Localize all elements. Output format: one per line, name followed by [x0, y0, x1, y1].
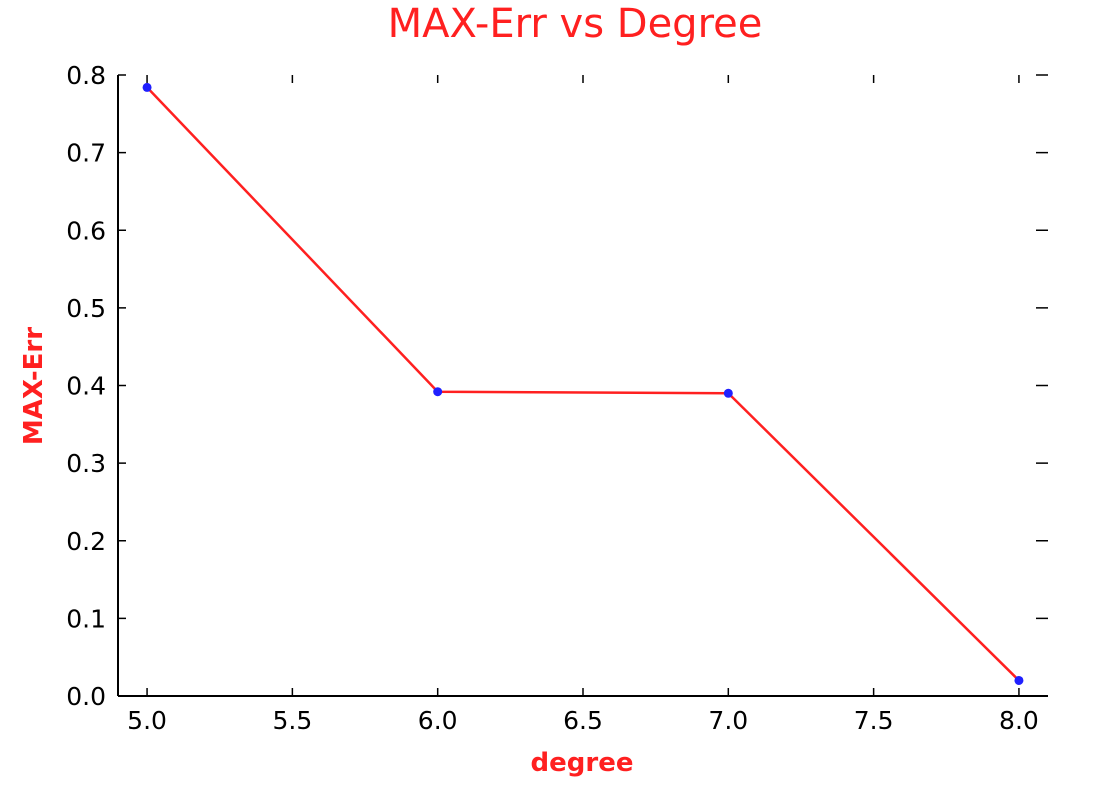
y-tick-label: 0.5	[66, 294, 106, 323]
y-tick-label: 0.8	[66, 61, 106, 90]
axes-frame	[117, 75, 1048, 697]
x-axis-ticks: 5.0 5.5 6.0 6.5 7.0 7.5 8.0	[127, 75, 1039, 735]
x-tick-label: 8.0	[999, 706, 1039, 735]
series-line	[146, 86, 1020, 682]
series-points	[142, 82, 1024, 685]
y-tick-label: 0.7	[66, 139, 106, 168]
y-axis-ticks: 0.0 0.1 0.2 0.3 0.4 0.5 0.6 0.7 0.8	[66, 61, 1048, 711]
y-tick-label: 0.0	[66, 682, 106, 711]
y-tick-label: 0.6	[66, 216, 106, 245]
y-tick-label: 0.3	[66, 449, 106, 478]
y-tick-label: 0.2	[66, 527, 106, 556]
series-lines	[146, 86, 1020, 682]
data-point	[723, 388, 733, 398]
x-tick-label: 7.5	[854, 706, 894, 735]
x-tick-label: 5.5	[272, 706, 312, 735]
chart-title: MAX-Err vs Degree	[388, 1, 763, 47]
x-axis-label: degree	[531, 748, 634, 778]
x-tick-label: 5.0	[127, 706, 167, 735]
y-axis-label: MAX-Err	[19, 327, 49, 445]
x-tick-label: 6.5	[563, 706, 603, 735]
x-tick-label: 7.0	[708, 706, 748, 735]
data-point	[142, 82, 152, 92]
y-tick-label: 0.1	[66, 604, 106, 633]
x-tick-label: 6.0	[418, 706, 458, 735]
data-point	[1014, 675, 1024, 685]
data-point	[433, 387, 443, 397]
y-tick-label: 0.4	[66, 372, 106, 401]
